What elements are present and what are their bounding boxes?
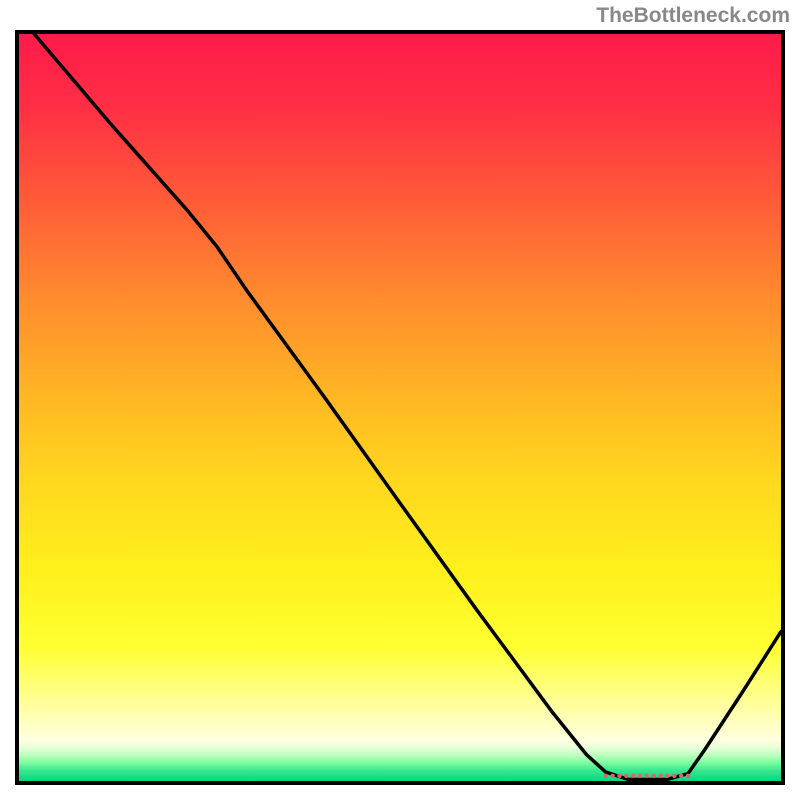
bottleneck-chart: TheBottleneck.com	[0, 0, 800, 800]
watermark-text: TheBottleneck.com	[596, 4, 790, 28]
plot-area	[15, 30, 785, 785]
